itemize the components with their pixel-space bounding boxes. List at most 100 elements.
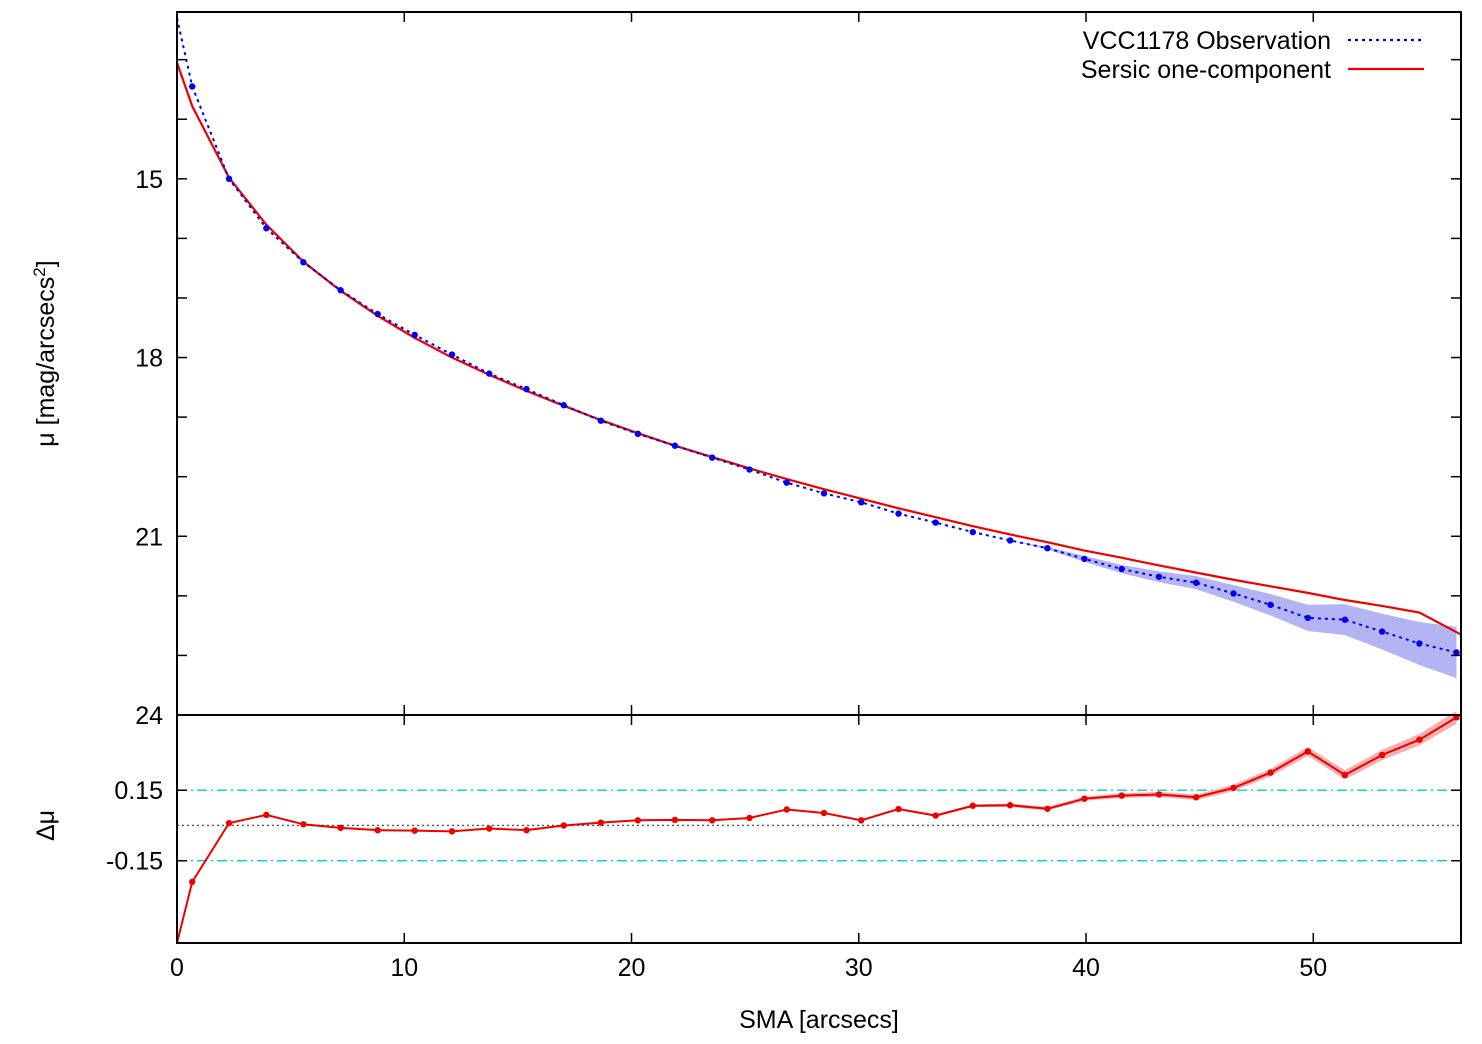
- profile-y-axis-label: μ [mag/arcsecs2]: [30, 260, 61, 446]
- legend-label: Sersic one-component: [1081, 56, 1331, 84]
- observation-point: [597, 417, 605, 424]
- residual-point: [895, 805, 902, 813]
- residual-reference-lines: [177, 789, 1461, 862]
- residual-point: [411, 827, 418, 834]
- residual-point: [448, 828, 456, 835]
- observation-line: [176, 17, 1457, 654]
- observation-point: [932, 519, 939, 526]
- observation-point: [374, 310, 381, 318]
- observation-point: [1230, 590, 1237, 597]
- residual-point: [1341, 771, 1349, 779]
- residual-point: [1006, 802, 1014, 809]
- residual-point: [969, 802, 977, 809]
- observation-point: [1006, 537, 1014, 544]
- observation-point: [1416, 640, 1423, 647]
- observation-point: [820, 490, 828, 497]
- residual-point: [337, 824, 344, 832]
- residual-point: [1230, 784, 1237, 792]
- residual-point: [932, 812, 939, 819]
- observation-point: [1304, 614, 1312, 622]
- observation-point: [448, 351, 456, 358]
- residual-y-tick-label: 0.15: [114, 777, 163, 805]
- observation-point: [746, 466, 753, 473]
- x-axis-label: SMA [arcsecs]: [739, 1006, 899, 1034]
- profile-y-tick-label: 15: [135, 166, 163, 194]
- observation-point: [1193, 579, 1200, 586]
- residual-point: [225, 819, 233, 827]
- residual-point: [1193, 794, 1200, 801]
- residual-y-axis-label: Δμ: [32, 810, 60, 841]
- observation-point: [486, 370, 493, 377]
- observation-point: [263, 225, 270, 232]
- observation-point: [969, 528, 977, 536]
- x-tick-label: 20: [618, 954, 646, 982]
- observation-point: [523, 385, 530, 393]
- residual-point: [783, 806, 790, 813]
- observation-point: [225, 175, 233, 183]
- residual-point: [820, 809, 828, 817]
- residual-point: [189, 878, 196, 886]
- observation-error-band-area: [177, 17, 1457, 679]
- observation-point: [411, 331, 418, 339]
- observation-point: [783, 479, 790, 486]
- residual-point: [708, 817, 716, 824]
- residual-point: [1155, 791, 1163, 798]
- residual-point: [560, 822, 567, 829]
- observation-point: [634, 430, 642, 437]
- observation-point: [1081, 555, 1088, 563]
- observation-point: [858, 499, 865, 506]
- residual-panel: 0 10 20 30 40 50 0.15 -0.15: [106, 711, 1462, 982]
- residual-point: [300, 821, 307, 828]
- observation-point: [1341, 616, 1349, 623]
- observation-point: [300, 259, 307, 266]
- residual-point: [374, 826, 381, 834]
- residual-point: [1081, 795, 1088, 802]
- residual-y-tick-label: -0.15: [106, 848, 163, 876]
- observation-point: [708, 454, 716, 461]
- profile-y-axis-label-sup: 2: [30, 267, 49, 276]
- residual-point: [1118, 792, 1125, 799]
- profile-y-tick-label: 18: [135, 345, 163, 373]
- sersic-model-line: [175, 62, 1462, 636]
- observation-point: [1378, 628, 1386, 635]
- x-tick-label: 10: [390, 954, 418, 982]
- residual-point: [1304, 748, 1312, 755]
- observation-point: [337, 287, 344, 294]
- residual-point: [1267, 769, 1274, 776]
- residual-point: [486, 825, 493, 832]
- residual-plot-frame: [176, 714, 1462, 944]
- observation-point: [1453, 649, 1460, 656]
- profile-ticks: 15 18 21 24: [135, 12, 1461, 730]
- profile-panel: 15 18 21 24: [135, 11, 1462, 730]
- residual-point: [1416, 736, 1423, 743]
- observation-point: [1044, 544, 1051, 552]
- x-tick-label: 30: [845, 954, 873, 982]
- residual-point: [746, 814, 753, 822]
- profile-y-axis-label-main: μ [mag/arcsecs: [32, 277, 60, 447]
- residual-ticks: 0 10 20 30 40 50 0.15 -0.15: [106, 715, 1461, 982]
- profile-y-axis-label-close: ]: [32, 260, 60, 267]
- observation-point: [671, 442, 679, 449]
- x-tick-label: 0: [170, 954, 184, 982]
- observation-point: [1155, 573, 1163, 580]
- residual-line: [176, 716, 1457, 944]
- observation-error-band: [177, 17, 1457, 679]
- residual-point: [858, 817, 865, 824]
- residual-point: [1044, 805, 1051, 812]
- residual-point: [671, 816, 679, 824]
- profile-y-tick-label: 21: [135, 523, 163, 551]
- observation-point: [895, 510, 902, 517]
- legend-label: VCC1178 Observation: [1083, 27, 1331, 55]
- residual-series: [176, 714, 1460, 944]
- residual-point: [523, 826, 530, 834]
- residual-point: [263, 811, 270, 819]
- profile-series: [175, 17, 1462, 656]
- profile-y-tick-label: 24: [135, 702, 163, 730]
- residual-point: [1378, 751, 1386, 759]
- observation-point: [560, 402, 567, 409]
- x-tick-label: 50: [1299, 954, 1327, 982]
- residual-point: [634, 817, 642, 824]
